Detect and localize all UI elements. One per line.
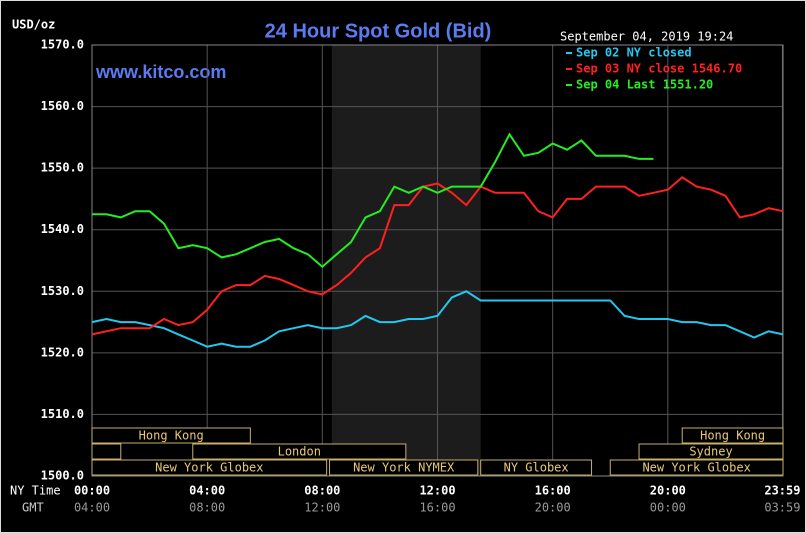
x-tick-label: 12:00: [419, 484, 455, 498]
x-tick-label-gmt: 20:00: [535, 501, 571, 515]
x-row-label: NY Time: [10, 484, 61, 498]
y-tick-label: 1550.0: [41, 161, 84, 175]
session-label: New York Globex: [642, 461, 750, 475]
series-line: [91, 290, 784, 348]
x-tick-label-gmt: 08:00: [189, 501, 225, 515]
x-tick-label: 16:00: [535, 484, 571, 498]
watermark: www.kitco.com: [95, 62, 226, 82]
x-tick-label: 20:00: [650, 484, 686, 498]
legend-label: Sep 03 NY close 1546.70: [576, 62, 742, 76]
session-box: [329, 459, 479, 476]
y-tick-label: 1560.0: [41, 99, 84, 113]
legend-label: Sep 04 Last 1551.20: [576, 78, 713, 92]
y-tick-label: 1540.0: [41, 222, 84, 236]
session-label: New York Globex: [155, 461, 263, 475]
x-tick-label: 00:00: [74, 484, 110, 498]
session-label: Hong Kong: [139, 429, 204, 443]
session-box: [91, 427, 251, 444]
x-tick-label-gmt: 16:00: [419, 501, 455, 515]
y-tick-label: 1510.0: [41, 407, 84, 421]
x-tick-label: 23:59: [764, 484, 800, 498]
y-tick-label: 1520.0: [41, 345, 84, 359]
session-label: Hong Kong: [700, 429, 765, 443]
session-box: [91, 459, 328, 476]
series-line: [91, 176, 784, 336]
chart-title: 24 Hour Spot Gold (Bid): [265, 20, 492, 42]
session-label: Sydney: [689, 445, 732, 459]
x-tick-label-gmt: 04:00: [74, 501, 110, 515]
x-tick-label-gmt: 12:00: [304, 501, 340, 515]
legend-label: Sep 02 NY closed: [576, 46, 692, 60]
y-tick-label: 1500.0: [41, 469, 84, 483]
unit-label: USD/oz: [12, 18, 55, 32]
session-label: London: [278, 445, 321, 459]
session-box: [192, 443, 407, 460]
timestamp: September 04, 2019 19:24: [560, 30, 733, 44]
session-box: [91, 443, 122, 460]
y-tick-label: 1530.0: [41, 284, 84, 298]
session-box: [480, 459, 593, 476]
session-box: [638, 443, 784, 460]
session-box: [681, 427, 784, 444]
x-tick-label: 04:00: [189, 484, 225, 498]
x-tick-label-gmt: 03:59: [764, 501, 800, 515]
x-row-label: GMT: [22, 501, 44, 515]
plot-border: [91, 44, 784, 477]
session-label: NY Globex: [504, 461, 569, 475]
series-line: [92, 132, 654, 269]
x-tick-label: 08:00: [304, 484, 340, 498]
shaded-region: [331, 45, 481, 476]
x-tick-label-gmt: 00:00: [650, 501, 686, 515]
session-label: New York NYMEX: [353, 461, 455, 475]
session-box: [609, 459, 784, 476]
y-tick-label: 1570.0: [41, 38, 84, 52]
